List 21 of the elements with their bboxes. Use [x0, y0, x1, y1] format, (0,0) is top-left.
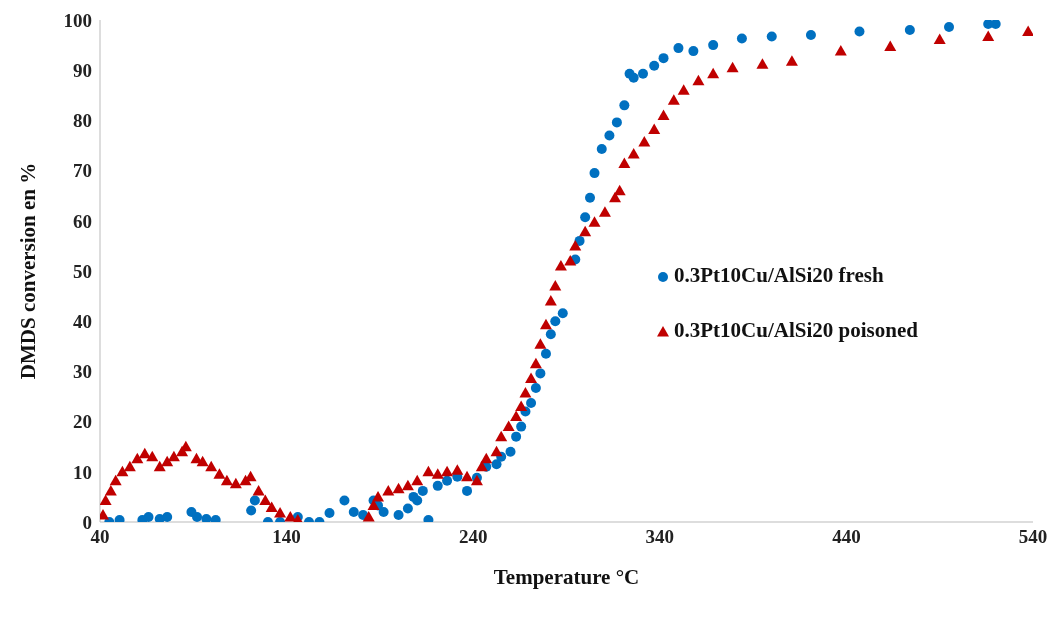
y-tick-label: 0	[82, 511, 92, 533]
y-tick-label: 30	[73, 361, 92, 383]
x-tick-label: 240	[458, 526, 488, 548]
y-tick-label: 90	[73, 59, 92, 81]
y-tick-label: 10	[73, 461, 92, 483]
y-tick-label: 70	[73, 160, 92, 182]
x-tick-label: 340	[645, 526, 675, 548]
y-tick-label: 60	[73, 210, 92, 232]
y-axis-title: DMDS conversion en %	[16, 162, 41, 380]
x-tick-label: 440	[832, 526, 861, 548]
legend-label: 0.3Pt10Cu/AlSi20 fresh	[674, 263, 884, 288]
y-tick-label: 40	[73, 310, 92, 332]
y-tick-label: 80	[73, 110, 92, 132]
legend-label: 0.3Pt10Cu/AlSi20 poisoned	[674, 318, 918, 343]
x-tick-label: 40	[90, 526, 110, 548]
x-tick-label: 140	[272, 526, 301, 548]
y-tick-label: 100	[63, 9, 92, 31]
y-tick-label: 50	[73, 260, 92, 282]
x-tick-label: 540	[1018, 526, 1048, 548]
x-axis-title: Temperature °C	[493, 565, 640, 589]
y-tick-label: 20	[73, 411, 92, 433]
